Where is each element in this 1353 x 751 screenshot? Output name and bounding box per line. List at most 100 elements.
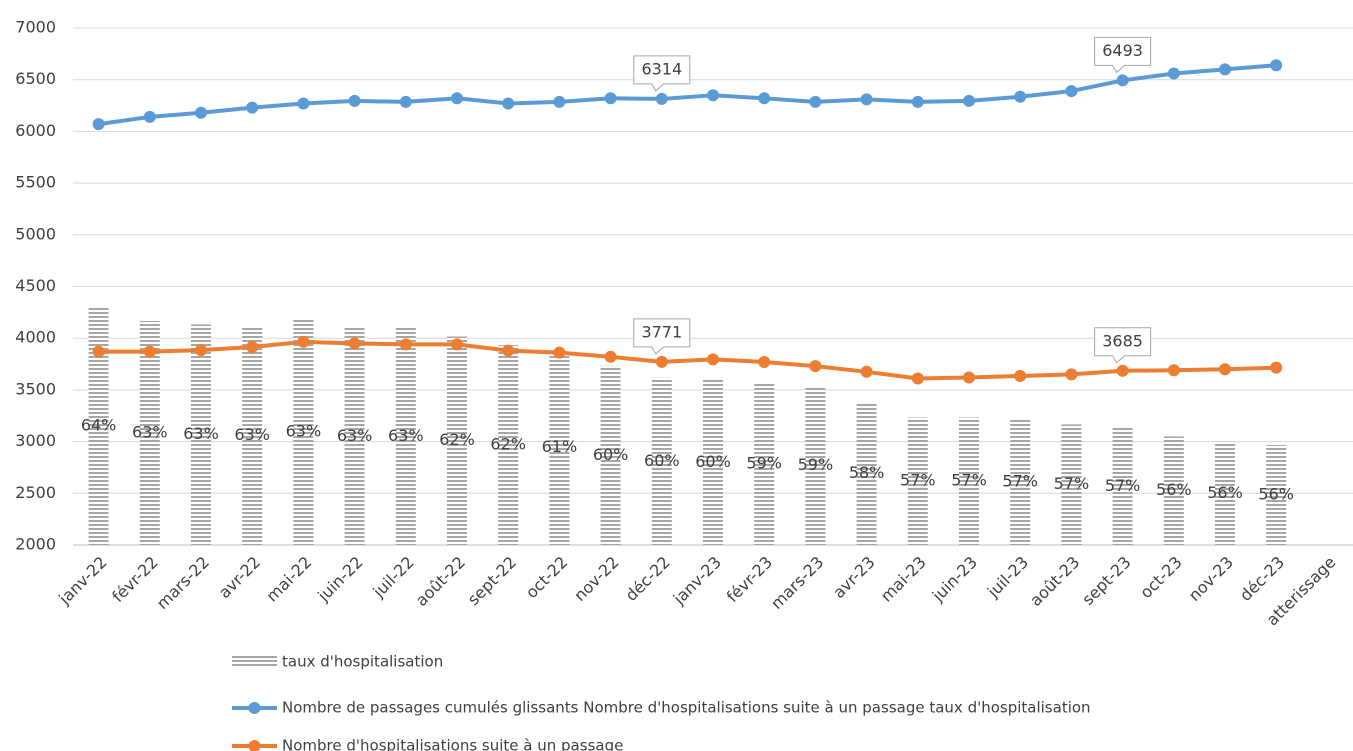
bar-value-label: 59% (798, 455, 834, 474)
line-point (758, 355, 771, 368)
line-point (399, 338, 412, 351)
bar (139, 320, 160, 545)
line-point (1014, 369, 1027, 382)
y-tick-label: 4000 (15, 328, 56, 347)
line (98, 339, 1277, 381)
line-point (1116, 74, 1129, 87)
bar-value-label: 56% (1258, 485, 1294, 504)
line-point (502, 344, 515, 357)
line-point (1014, 90, 1027, 103)
bar (703, 379, 723, 545)
line-point (1270, 361, 1283, 374)
line-point (860, 365, 873, 378)
data-label: 6314 (641, 59, 682, 78)
line-point (604, 92, 617, 105)
bar-value-label: 60% (644, 451, 680, 470)
bar (293, 319, 314, 545)
line-point (707, 89, 719, 102)
x-tick-label: sept-23 (1078, 553, 1134, 609)
x-tick-label: avr-22 (215, 553, 264, 602)
bar-value-label: 56% (1207, 483, 1243, 502)
bar-value-label: 62% (439, 430, 475, 449)
line-point (451, 338, 463, 351)
data-label: 3685 (1102, 331, 1143, 350)
line-point (1116, 364, 1129, 377)
bar (1266, 445, 1287, 545)
bar-value-label: 56% (1156, 480, 1192, 499)
line-point (809, 95, 822, 108)
y-tick-label: 5500 (15, 173, 56, 192)
data-label: 3771 (641, 322, 682, 341)
x-tick-label: mai-22 (262, 553, 315, 606)
y-tick-label: 3500 (15, 379, 56, 398)
line-point (1219, 63, 1231, 76)
x-tick-label: mai-23 (877, 553, 930, 606)
line-point (348, 337, 361, 350)
line-point (348, 94, 361, 107)
x-tick-label: oct-23 (1136, 553, 1185, 602)
bar (88, 307, 109, 545)
bar-value-label: 57% (1054, 474, 1090, 493)
line-point (195, 106, 207, 119)
bar (959, 417, 979, 545)
line-point (809, 360, 822, 373)
x-tick-label: nov-22 (570, 553, 622, 605)
x-tick-label: mars-22 (153, 553, 213, 613)
bar-value-label: 63% (286, 422, 322, 441)
bar-value-label: 60% (695, 452, 731, 471)
line-point (1065, 85, 1078, 98)
y-tick-label: 3000 (15, 431, 56, 450)
legend-swatch (248, 702, 261, 714)
bar (344, 327, 365, 545)
x-tick-label: juin-22 (313, 553, 366, 606)
bar (754, 383, 775, 545)
x-tick-label: oct-22 (522, 553, 571, 602)
y-tick-label: 2500 (15, 483, 56, 502)
line-point (399, 95, 412, 108)
x-tick-label: déc-22 (622, 553, 674, 605)
line-point (92, 118, 105, 131)
x-tick-label: mars-23 (767, 553, 827, 613)
bar-value-label: 57% (1002, 472, 1038, 491)
bar-value-label: 58% (849, 463, 885, 482)
bar (1061, 424, 1082, 545)
line-point (297, 97, 310, 110)
bar (651, 377, 672, 545)
y-tick-label: 7000 (15, 18, 56, 37)
line-point (911, 372, 924, 385)
x-tick-label: juil-23 (983, 553, 1032, 602)
bar (549, 350, 570, 545)
data-label: 6493 (1102, 41, 1143, 60)
line-point (1167, 364, 1180, 377)
bar (600, 365, 621, 545)
bar (242, 326, 263, 545)
x-tick-label: janv-23 (669, 553, 725, 609)
line-point (553, 346, 566, 359)
bar (498, 345, 519, 545)
line-point (604, 350, 617, 363)
line-point (143, 345, 156, 358)
line-point (297, 335, 310, 348)
line-point (246, 340, 259, 353)
line-point (655, 92, 668, 105)
line-point (707, 353, 719, 366)
bar (447, 336, 467, 545)
legend-label: Nombre d'hospitalisations suite à un pas… (282, 737, 623, 751)
bar (1163, 436, 1184, 545)
bar (1112, 427, 1133, 545)
bar-value-label: 63% (183, 424, 219, 443)
x-tick-label: janv-22 (54, 553, 110, 609)
bar-value-label: 62% (490, 435, 526, 454)
y-tick-label: 5000 (15, 224, 56, 243)
bar (395, 327, 416, 545)
line-point (1270, 59, 1283, 72)
line-point (758, 92, 771, 105)
line-point (911, 95, 924, 108)
bar-value-label: 63% (337, 426, 373, 445)
x-tick-label: août-23 (1026, 553, 1083, 610)
x-tick-label: juil-22 (369, 553, 418, 602)
x-tick-label: août-22 (412, 553, 469, 610)
callout-box (1094, 36, 1152, 74)
line-point (1065, 368, 1078, 381)
bar (856, 401, 877, 545)
